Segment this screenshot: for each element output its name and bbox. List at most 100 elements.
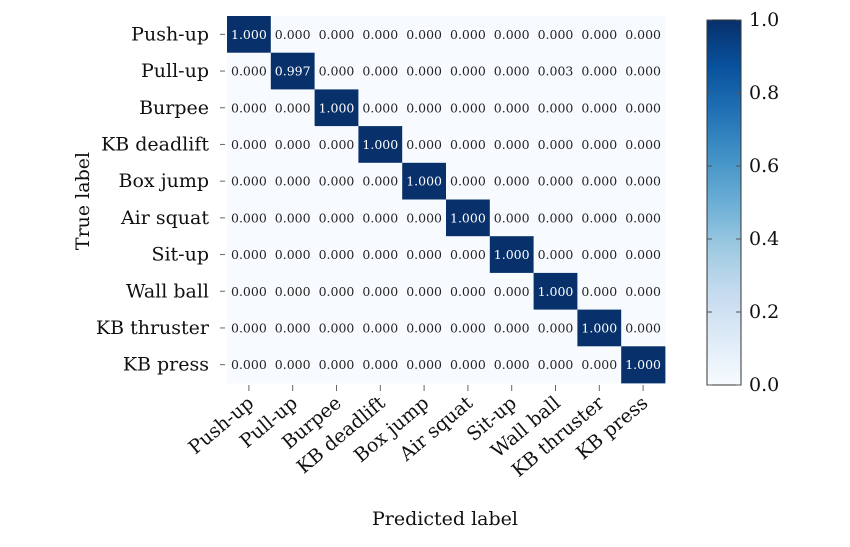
cell-value-label: 0.000 <box>538 320 574 335</box>
cell-value-label: 0.000 <box>450 174 486 189</box>
cell-value-label: 0.000 <box>494 174 530 189</box>
heatmap-cell <box>446 89 491 127</box>
cell-value-label: 0.000 <box>406 210 442 225</box>
cell-value-label: 0.000 <box>450 247 486 262</box>
cell-value-label: 0.000 <box>231 64 267 79</box>
heatmap-cell <box>314 272 359 310</box>
cell-value-label: 0.000 <box>275 320 311 335</box>
heatmap-cell <box>621 236 666 274</box>
heatmap-cell <box>621 162 666 200</box>
heatmap-cell <box>358 309 403 347</box>
cell-value-label: 0.000 <box>231 137 267 152</box>
heatmap-cell <box>621 89 666 127</box>
heatmap-cell <box>533 89 578 127</box>
heatmap-cell <box>358 162 403 200</box>
cell-value-label: 1.000 <box>538 284 574 299</box>
heatmap-cell <box>533 52 578 90</box>
y-axis-ticks: Push-up Pull-up Burpee KB deadlift Box jump A… <box>96 23 225 376</box>
y-tick-label: KB press <box>123 354 209 376</box>
heatmap-cell <box>314 52 359 90</box>
cell-value-label: 0.000 <box>625 100 661 115</box>
cell-value-label: 0.000 <box>275 137 311 152</box>
colorbar-tick-label: 0.0 <box>749 374 779 396</box>
heatmap-cell <box>446 309 491 347</box>
heatmap-cell <box>314 236 359 274</box>
cell-value-label: 0.000 <box>494 64 530 79</box>
cell-value-label: 0.000 <box>494 284 530 299</box>
cell-value-label: 0.000 <box>406 27 442 42</box>
cell-value-label: 0.000 <box>406 64 442 79</box>
heatmap-cell <box>489 52 534 90</box>
cell-value-label: 0.000 <box>581 210 617 225</box>
cell-value-label: 0.000 <box>581 64 617 79</box>
heatmap-cell <box>270 89 315 127</box>
heatmap-cell <box>227 162 272 200</box>
cell-value-label: 0.000 <box>319 27 355 42</box>
colorbar-tick-label: 0.4 <box>749 228 779 250</box>
heatmap-cell <box>314 89 359 127</box>
y-tick-label: KB thruster <box>96 317 210 339</box>
cell-value-label: 0.000 <box>362 320 398 335</box>
heatmap-cell <box>314 199 359 237</box>
heatmap-cell <box>621 16 666 54</box>
heatmap-cell <box>489 162 534 200</box>
heatmap-cell <box>446 52 491 90</box>
heatmap-cell <box>446 236 491 274</box>
cell-value-label: 0.000 <box>625 247 661 262</box>
colorbar: 0.0 0.2 0.4 0.6 0.8 1.0 <box>706 9 779 396</box>
heatmap-cell <box>446 126 491 164</box>
cell-value-label: 0.000 <box>362 284 398 299</box>
heatmap-cell <box>577 309 622 347</box>
cell-value-label: 0.000 <box>319 247 355 262</box>
heatmap-cell <box>577 126 622 164</box>
cell-value-label: 0.000 <box>538 27 574 42</box>
heatmap-cell <box>227 126 272 164</box>
cell-value-label: 1.000 <box>450 210 486 225</box>
heatmap-cell <box>402 52 447 90</box>
cell-value-label: 0.000 <box>494 27 530 42</box>
cell-value-label: 0.003 <box>538 64 574 79</box>
cell-value-label: 0.000 <box>362 100 398 115</box>
heatmap-cell <box>577 52 622 90</box>
cell-value-label: 0.000 <box>406 137 442 152</box>
cell-value-label: 0.000 <box>231 357 267 372</box>
cell-value-label: 0.000 <box>362 27 398 42</box>
heatmap-cell <box>446 272 491 310</box>
cell-value-label: 0.000 <box>625 320 661 335</box>
heatmap-cell <box>446 199 491 237</box>
cell-value-label: 0.000 <box>625 27 661 42</box>
heatmap-cell <box>621 199 666 237</box>
cell-value-label: 0.000 <box>538 210 574 225</box>
cell-value-label: 0.000 <box>362 357 398 372</box>
heatmap-cell <box>577 272 622 310</box>
cell-value-label: 0.000 <box>494 320 530 335</box>
heatmap-cell <box>402 346 447 384</box>
cell-value-label: 0.000 <box>319 357 355 372</box>
heatmap-grid: 1.000 0.000 0.000 0.000 0.000 0.000 0.000 0.000… <box>227 16 666 384</box>
cell-value-label: 1.000 <box>319 100 355 115</box>
cell-value-label: 0.000 <box>625 64 661 79</box>
heatmap-cell <box>402 272 447 310</box>
heatmap-cell <box>489 126 534 164</box>
heatmap-cell <box>402 309 447 347</box>
heatmap-cell <box>577 199 622 237</box>
cell-value-label: 0.000 <box>362 64 398 79</box>
cell-value-label: 0.000 <box>362 247 398 262</box>
cell-value-label: 0.000 <box>362 210 398 225</box>
heatmap-cell <box>621 346 666 384</box>
cell-value-label: 0.000 <box>450 357 486 372</box>
heatmap-cell <box>533 16 578 54</box>
heatmap-cell <box>270 52 315 90</box>
cell-value-label: 0.997 <box>275 64 311 79</box>
cell-value-label: 0.000 <box>450 137 486 152</box>
cell-value-label: 0.000 <box>581 174 617 189</box>
heatmap-cell <box>446 346 491 384</box>
cell-value-label: 0.000 <box>275 210 311 225</box>
heatmap-cell <box>270 346 315 384</box>
cell-value-label: 0.000 <box>275 27 311 42</box>
heatmap-cell <box>533 126 578 164</box>
heatmap-cell <box>270 199 315 237</box>
heatmap-cell <box>489 309 534 347</box>
heatmap-cell <box>489 89 534 127</box>
